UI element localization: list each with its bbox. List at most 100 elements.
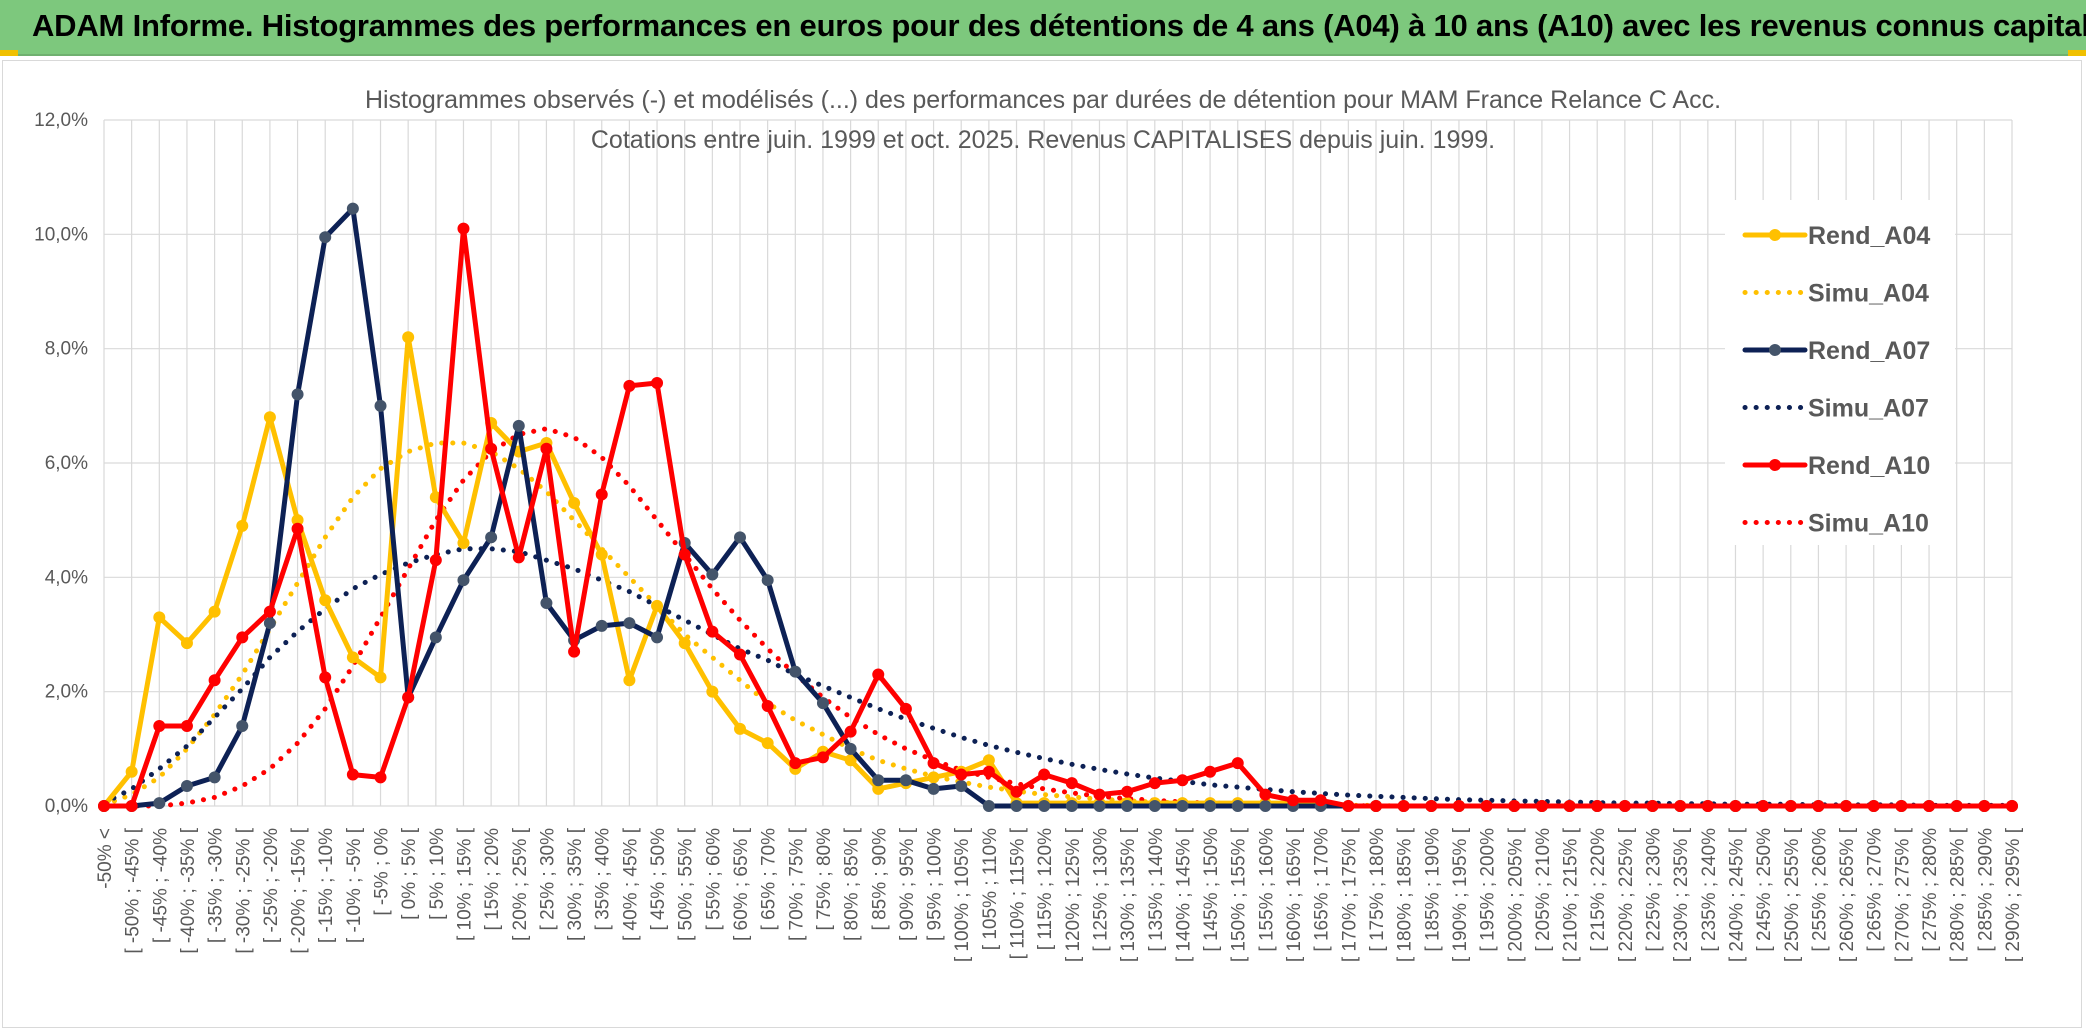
x-tick-label: [ 125% ; 130% bbox=[1090, 828, 1111, 952]
data-point bbox=[1784, 800, 1797, 812]
data-point bbox=[485, 442, 498, 455]
x-tick-label: [ 180% ; 185% [ bbox=[1395, 827, 1416, 962]
x-tick-label: [ 220% ; 225% [ bbox=[1616, 827, 1637, 962]
x-tick-label: [ -35% ; -30% bbox=[206, 828, 227, 943]
x-tick-label: [ 165% ; 170% bbox=[1312, 828, 1333, 952]
x-tick-label: [ -15% ; -10% bbox=[316, 828, 337, 943]
data-point bbox=[180, 637, 193, 650]
x-tick-label: [ -5% ; 0% bbox=[372, 828, 393, 916]
x-tick-label: [ 40% ; 45% [ bbox=[620, 827, 641, 941]
data-point bbox=[429, 631, 442, 644]
data-point bbox=[1701, 800, 1714, 812]
x-tick-label: [ 100% ; 105% [ bbox=[952, 827, 973, 962]
x-tick-label: [ 215% ; 220% bbox=[1588, 828, 1609, 952]
data-point bbox=[1093, 800, 1106, 812]
series-Simu_A10 bbox=[101, 426, 2015, 809]
legend-box bbox=[1725, 200, 1955, 545]
data-point bbox=[1729, 800, 1742, 812]
legend-marker bbox=[1769, 344, 1781, 356]
legend-label: Simu_A07 bbox=[1808, 395, 1929, 423]
x-tick-label: [ -45% ; -40% bbox=[150, 828, 171, 943]
data-point bbox=[1176, 774, 1189, 787]
data-point bbox=[1895, 800, 1908, 812]
data-point bbox=[761, 699, 774, 712]
page-banner: ADAM Informe. Histogrammes des performan… bbox=[0, 0, 2086, 56]
data-point bbox=[1480, 800, 1493, 812]
data-point bbox=[98, 800, 110, 812]
data-point bbox=[595, 488, 608, 501]
data-point bbox=[1840, 800, 1853, 812]
data-point bbox=[153, 611, 166, 624]
data-point bbox=[346, 768, 359, 781]
page-title: ADAM Informe. Histogrammes des performan… bbox=[32, 8, 2086, 43]
x-tick-label: [ 270% ; 275% [ bbox=[1892, 827, 1913, 962]
data-point bbox=[623, 674, 636, 687]
x-tick-label: [ 75% ; 80% bbox=[814, 828, 835, 931]
data-point bbox=[263, 605, 276, 618]
data-point bbox=[125, 800, 138, 812]
data-point bbox=[236, 519, 249, 532]
data-point bbox=[374, 399, 387, 412]
data-point bbox=[457, 574, 470, 587]
y-tick-label: 0,0% bbox=[45, 796, 88, 817]
data-point bbox=[678, 548, 691, 561]
x-tick-label: [ 30% ; 35% [ bbox=[565, 827, 586, 941]
data-point bbox=[346, 651, 359, 664]
x-tick-label: [ 260% ; 265% [ bbox=[1837, 827, 1858, 962]
legend-label: Rend_A04 bbox=[1808, 222, 1930, 250]
data-point bbox=[1176, 800, 1189, 812]
data-point bbox=[982, 754, 995, 767]
data-point bbox=[346, 202, 359, 215]
data-point bbox=[457, 222, 470, 235]
data-point bbox=[734, 722, 746, 735]
x-tick-label: [ 110% ; 115% [ bbox=[1008, 827, 1029, 959]
series-line-Rend_A10 bbox=[101, 226, 2015, 809]
x-tick-label: [ 200% ; 205% [ bbox=[1505, 827, 1526, 962]
x-tick-label: [ 185% ; 190% bbox=[1422, 828, 1443, 952]
legend: Rend_A04 Simu_A04 Rend_A07 Simu_A07 Rend_A10… bbox=[1725, 200, 1955, 545]
legend-label: Simu_A10 bbox=[1808, 510, 1929, 538]
x-tick-label: [ 155% ; 160% bbox=[1256, 828, 1277, 952]
data-point bbox=[512, 419, 525, 432]
data-point bbox=[651, 376, 664, 389]
x-tick-label: [ 5% ; 10% bbox=[427, 828, 448, 920]
data-point bbox=[1121, 785, 1134, 798]
x-tick-label: [ -30% ; -25% [ bbox=[233, 827, 254, 953]
data-point bbox=[1425, 800, 1438, 812]
data-point bbox=[1950, 800, 1963, 812]
data-point bbox=[402, 331, 415, 344]
data-point bbox=[153, 719, 166, 732]
data-point bbox=[1148, 800, 1161, 812]
data-point bbox=[927, 771, 940, 784]
data-point bbox=[1287, 794, 1300, 807]
x-tick-label: [ 120% ; 125% [ bbox=[1063, 827, 1084, 962]
data-point bbox=[595, 619, 608, 632]
legend-label: Rend_A10 bbox=[1808, 452, 1930, 480]
data-point bbox=[816, 697, 829, 710]
y-tick-label: 2,0% bbox=[45, 682, 88, 703]
x-tick-label: [ 190% ; 195% [ bbox=[1450, 827, 1471, 962]
data-point bbox=[208, 674, 221, 687]
x-tick-label: [ 10% ; 15% [ bbox=[454, 827, 475, 941]
x-tick-label: [ 90% ; 95% [ bbox=[897, 827, 918, 941]
data-point bbox=[595, 548, 608, 561]
x-tick-label: [ 135% ; 140% bbox=[1146, 828, 1167, 952]
data-point bbox=[1452, 800, 1465, 812]
data-point bbox=[236, 631, 249, 644]
data-point bbox=[540, 442, 553, 455]
x-tick-label: [ 210% ; 215% [ bbox=[1561, 827, 1582, 962]
x-tick-label: [ 240% ; 245% [ bbox=[1726, 827, 1747, 962]
data-point bbox=[651, 599, 664, 612]
data-point bbox=[1065, 777, 1078, 790]
data-point bbox=[291, 388, 304, 401]
data-point bbox=[2006, 800, 2018, 812]
data-point bbox=[1204, 765, 1217, 778]
data-point bbox=[374, 771, 387, 784]
data-point bbox=[1204, 800, 1217, 812]
x-tick-label: [ 145% ; 150% bbox=[1201, 828, 1222, 952]
data-point bbox=[1093, 788, 1106, 801]
x-tick-label: [ 230% ; 235% [ bbox=[1671, 827, 1692, 962]
x-tick-label: [ 20% ; 25% [ bbox=[510, 827, 531, 941]
data-point bbox=[319, 231, 332, 244]
